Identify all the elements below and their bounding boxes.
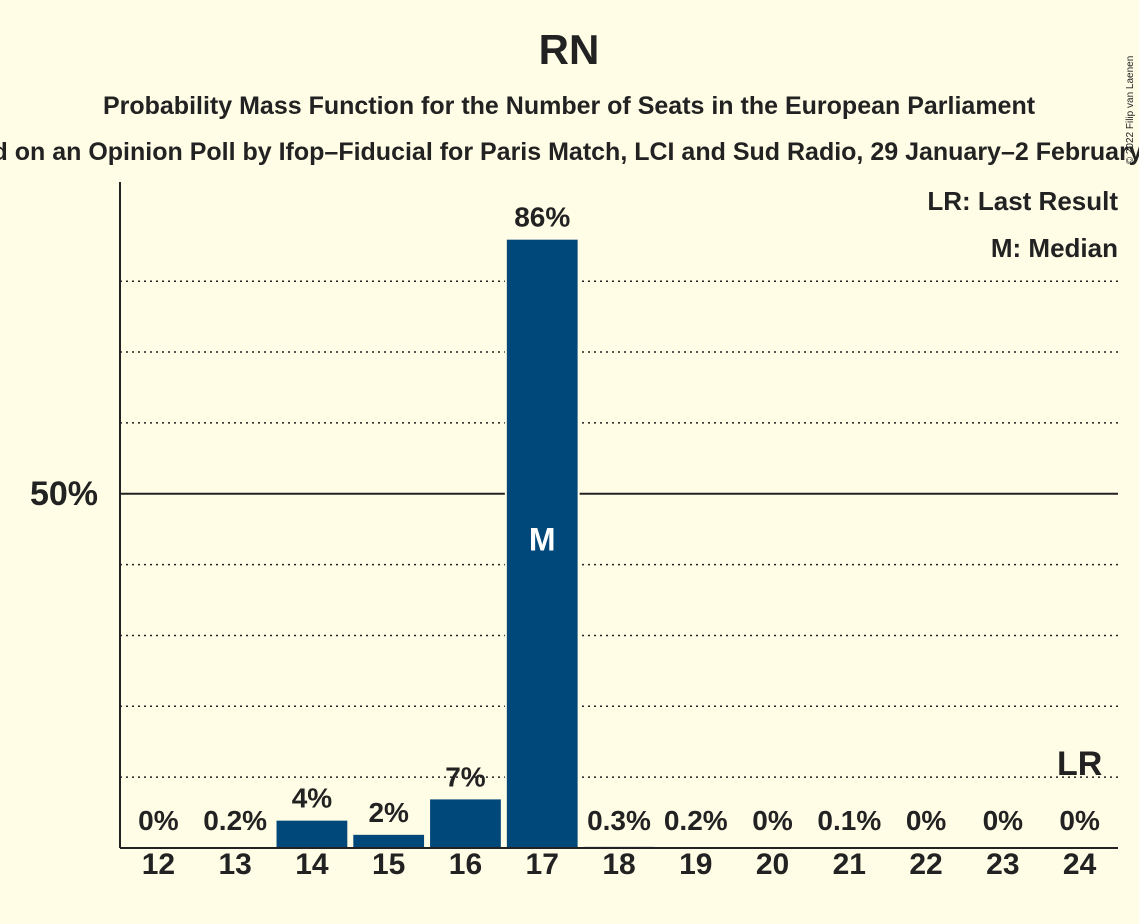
data-label-22: 0%	[906, 805, 947, 836]
data-label-21: 0.1%	[817, 805, 881, 836]
data-label-20: 0%	[752, 805, 793, 836]
y-tick-label-50: 50%	[30, 475, 98, 513]
data-label-17: 86%	[514, 202, 570, 233]
x-tick-14: 14	[295, 848, 329, 881]
bar-17	[504, 237, 580, 849]
bar-15	[351, 832, 427, 849]
x-tick-24: 24	[1063, 848, 1097, 881]
bar-14	[274, 818, 350, 849]
x-tick-18: 18	[602, 848, 635, 881]
x-tick-16: 16	[449, 848, 482, 881]
data-label-15: 2%	[368, 797, 409, 828]
chart-title: RN	[539, 26, 600, 73]
bar-16	[428, 797, 503, 849]
data-label-12: 0%	[138, 805, 179, 836]
x-tick-12: 12	[142, 848, 175, 881]
data-label-14: 4%	[292, 783, 333, 814]
chart-source: Based on an Opinion Poll by Ifop–Fiducia…	[0, 138, 1139, 166]
data-label-16: 7%	[445, 761, 486, 792]
gridlines	[120, 280, 1118, 778]
x-tick-labels: 12 13 14 15 16 17 18 19 20 21 22 23 24	[142, 848, 1097, 881]
x-tick-17: 17	[526, 848, 559, 881]
median-marker: M	[529, 521, 556, 557]
data-label-13: 0.2%	[203, 805, 267, 836]
last-result-marker: LR	[1057, 745, 1102, 783]
data-labels: 0% 0.2% 4% 2% 7% 86% 0.3% 0.2% 0% 0.1% 0% 0% 0% M LR	[138, 202, 1102, 836]
x-tick-19: 19	[679, 848, 712, 881]
x-tick-15: 15	[372, 848, 405, 881]
data-label-19: 0.2%	[664, 805, 728, 836]
chart-subtitle: Probability Mass Function for the Number…	[103, 92, 1036, 120]
legend-median: M: Median	[991, 233, 1118, 263]
data-label-24: 0%	[1059, 805, 1100, 836]
legend-last-result: LR: Last Result	[927, 186, 1118, 216]
x-tick-21: 21	[833, 848, 866, 881]
copyright-notice: © 2022 Filip van Laenen	[1125, 56, 1136, 165]
data-label-18: 0.3%	[587, 805, 651, 836]
x-tick-23: 23	[986, 848, 1019, 881]
data-label-23: 0%	[983, 805, 1024, 836]
x-tick-22: 22	[909, 848, 942, 881]
x-tick-20: 20	[756, 848, 789, 881]
x-tick-13: 13	[218, 848, 251, 881]
